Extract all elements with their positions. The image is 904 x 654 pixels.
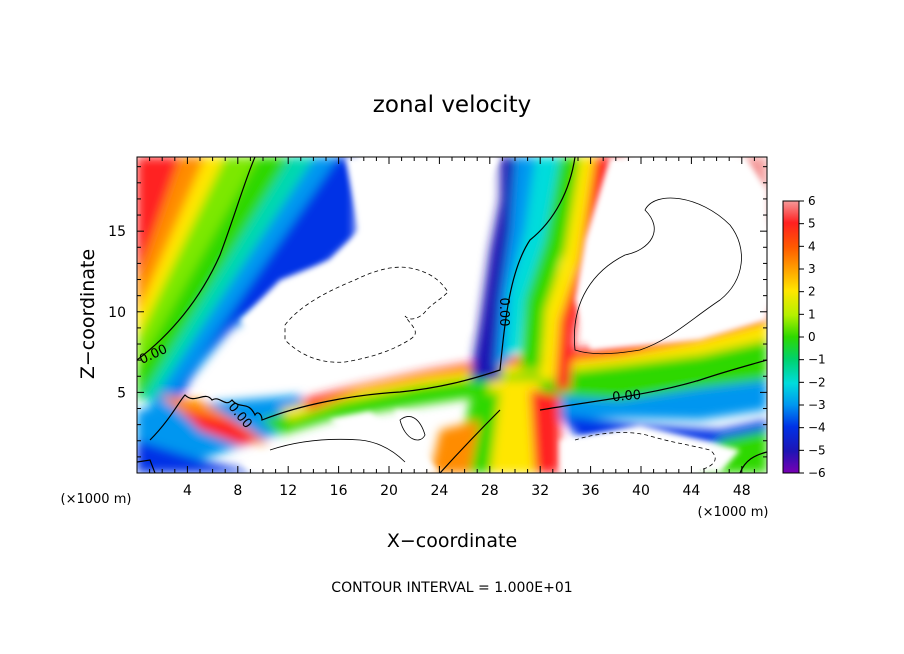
colorbar-tick-label: −6 [808, 466, 826, 480]
colorbar-ticks [799, 200, 804, 474]
colorbar [782, 200, 800, 474]
colorbar-tick-label: 6 [808, 194, 816, 208]
x-tick-label: 4 [183, 483, 192, 499]
x-axis-multiplier: (×1000 m) [698, 505, 769, 520]
x-tick-label: 48 [733, 483, 751, 499]
x-tick-label: 16 [330, 483, 348, 499]
x-tick-label: 20 [380, 483, 398, 499]
x-axis-label: X−coordinate [387, 530, 517, 552]
colorbar-tick-label: 0 [808, 330, 816, 344]
x-axis-ticks [149, 157, 755, 473]
colorbar-tick-label: 3 [808, 262, 816, 276]
x-tick-label: 24 [430, 483, 448, 499]
z-tick-label: 10 [108, 305, 126, 321]
z-axis-label: Z−coordinate [77, 249, 99, 379]
velocity-field [137, 157, 767, 473]
colorbar-tick-label: 2 [808, 285, 816, 299]
colorbar-tick-labels: 6 5 4 3 2 1 0 −1 −2 −3 −4 −5 −6 [808, 194, 826, 480]
x-tick-label: 12 [279, 483, 297, 499]
z-axis-multiplier: (×1000 m) [61, 492, 132, 507]
contour-label: 0.00 [612, 388, 642, 405]
colorbar-tick-label: 5 [808, 217, 816, 231]
colorbar-tick-label: −1 [808, 353, 826, 367]
colorbar-tick-label: −4 [808, 421, 826, 435]
contour-line-labels: 0.00 0.00 0.00 0.00 [137, 298, 642, 432]
colorbar-tick-label: 4 [808, 239, 816, 253]
z-axis-ticks [137, 166, 767, 458]
x-tick-label: 36 [582, 483, 600, 499]
contour-lines [137, 157, 767, 473]
colorbar-tick-label: −2 [808, 375, 826, 389]
x-tick-label: 32 [531, 483, 549, 499]
colorbar-tick-label: −3 [808, 398, 826, 412]
x-tick-label: 44 [682, 483, 700, 499]
colorbar-tick-label: −5 [808, 443, 826, 457]
z-tick-label: 15 [108, 224, 126, 240]
z-tick-label: 5 [117, 385, 126, 401]
chart-title: zonal velocity [373, 92, 531, 118]
x-tick-label: 40 [632, 483, 650, 499]
z-axis-tick-labels: 5 10 15 [108, 224, 126, 401]
x-tick-label: 8 [233, 483, 242, 499]
x-tick-label: 28 [481, 483, 499, 499]
colorbar-tick-label: 1 [808, 307, 816, 321]
contour-label: 0.00 [496, 298, 511, 327]
contour-interval-note: CONTOUR INTERVAL = 1.000E+01 [331, 580, 572, 596]
x-axis-tick-labels: 4 8 12 16 20 24 28 32 36 40 44 48 [183, 483, 751, 499]
